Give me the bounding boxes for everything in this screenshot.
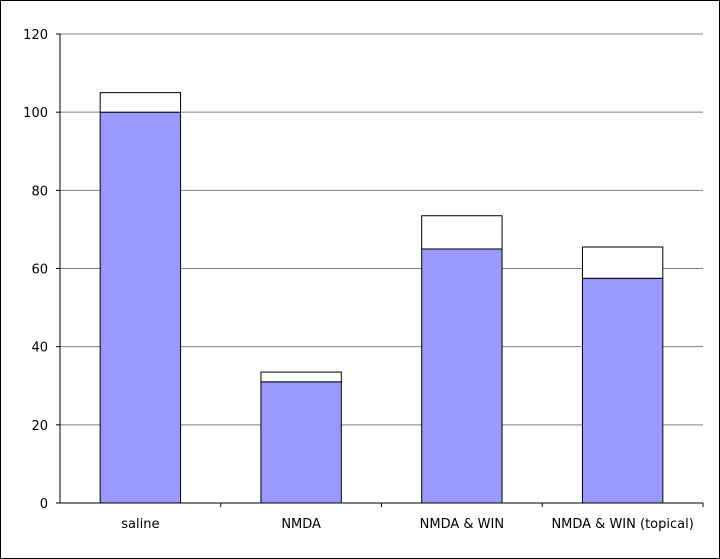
y-tick-label-1: 20 [31,419,48,434]
y-tick-label-2: 40 [31,341,48,356]
bar-0-segment-0 [99,111,182,504]
bar-3-segment-1 [581,246,664,279]
y-tick-label-6: 120 [23,28,48,43]
x-tick-label-0: saline [121,517,159,532]
y-tick-label-3: 60 [31,263,48,278]
bar-3-segment-0 [581,277,664,504]
y-tick-label-5: 100 [23,106,48,121]
x-tick-label-1: NMDA [281,517,321,532]
y-tick-label-4: 80 [31,184,48,199]
bar-0-segment-1 [99,92,182,113]
bar-2-segment-1 [421,215,503,250]
bar-2-segment-0 [421,248,503,504]
bar-1-segment-1 [260,371,342,383]
x-tick-label-3: NMDA & WIN (topical) [551,517,693,532]
x-tick-label-2: NMDA & WIN [420,517,504,532]
bar-1-segment-0 [260,381,342,504]
y-tick-label-0: 0 [40,497,48,512]
